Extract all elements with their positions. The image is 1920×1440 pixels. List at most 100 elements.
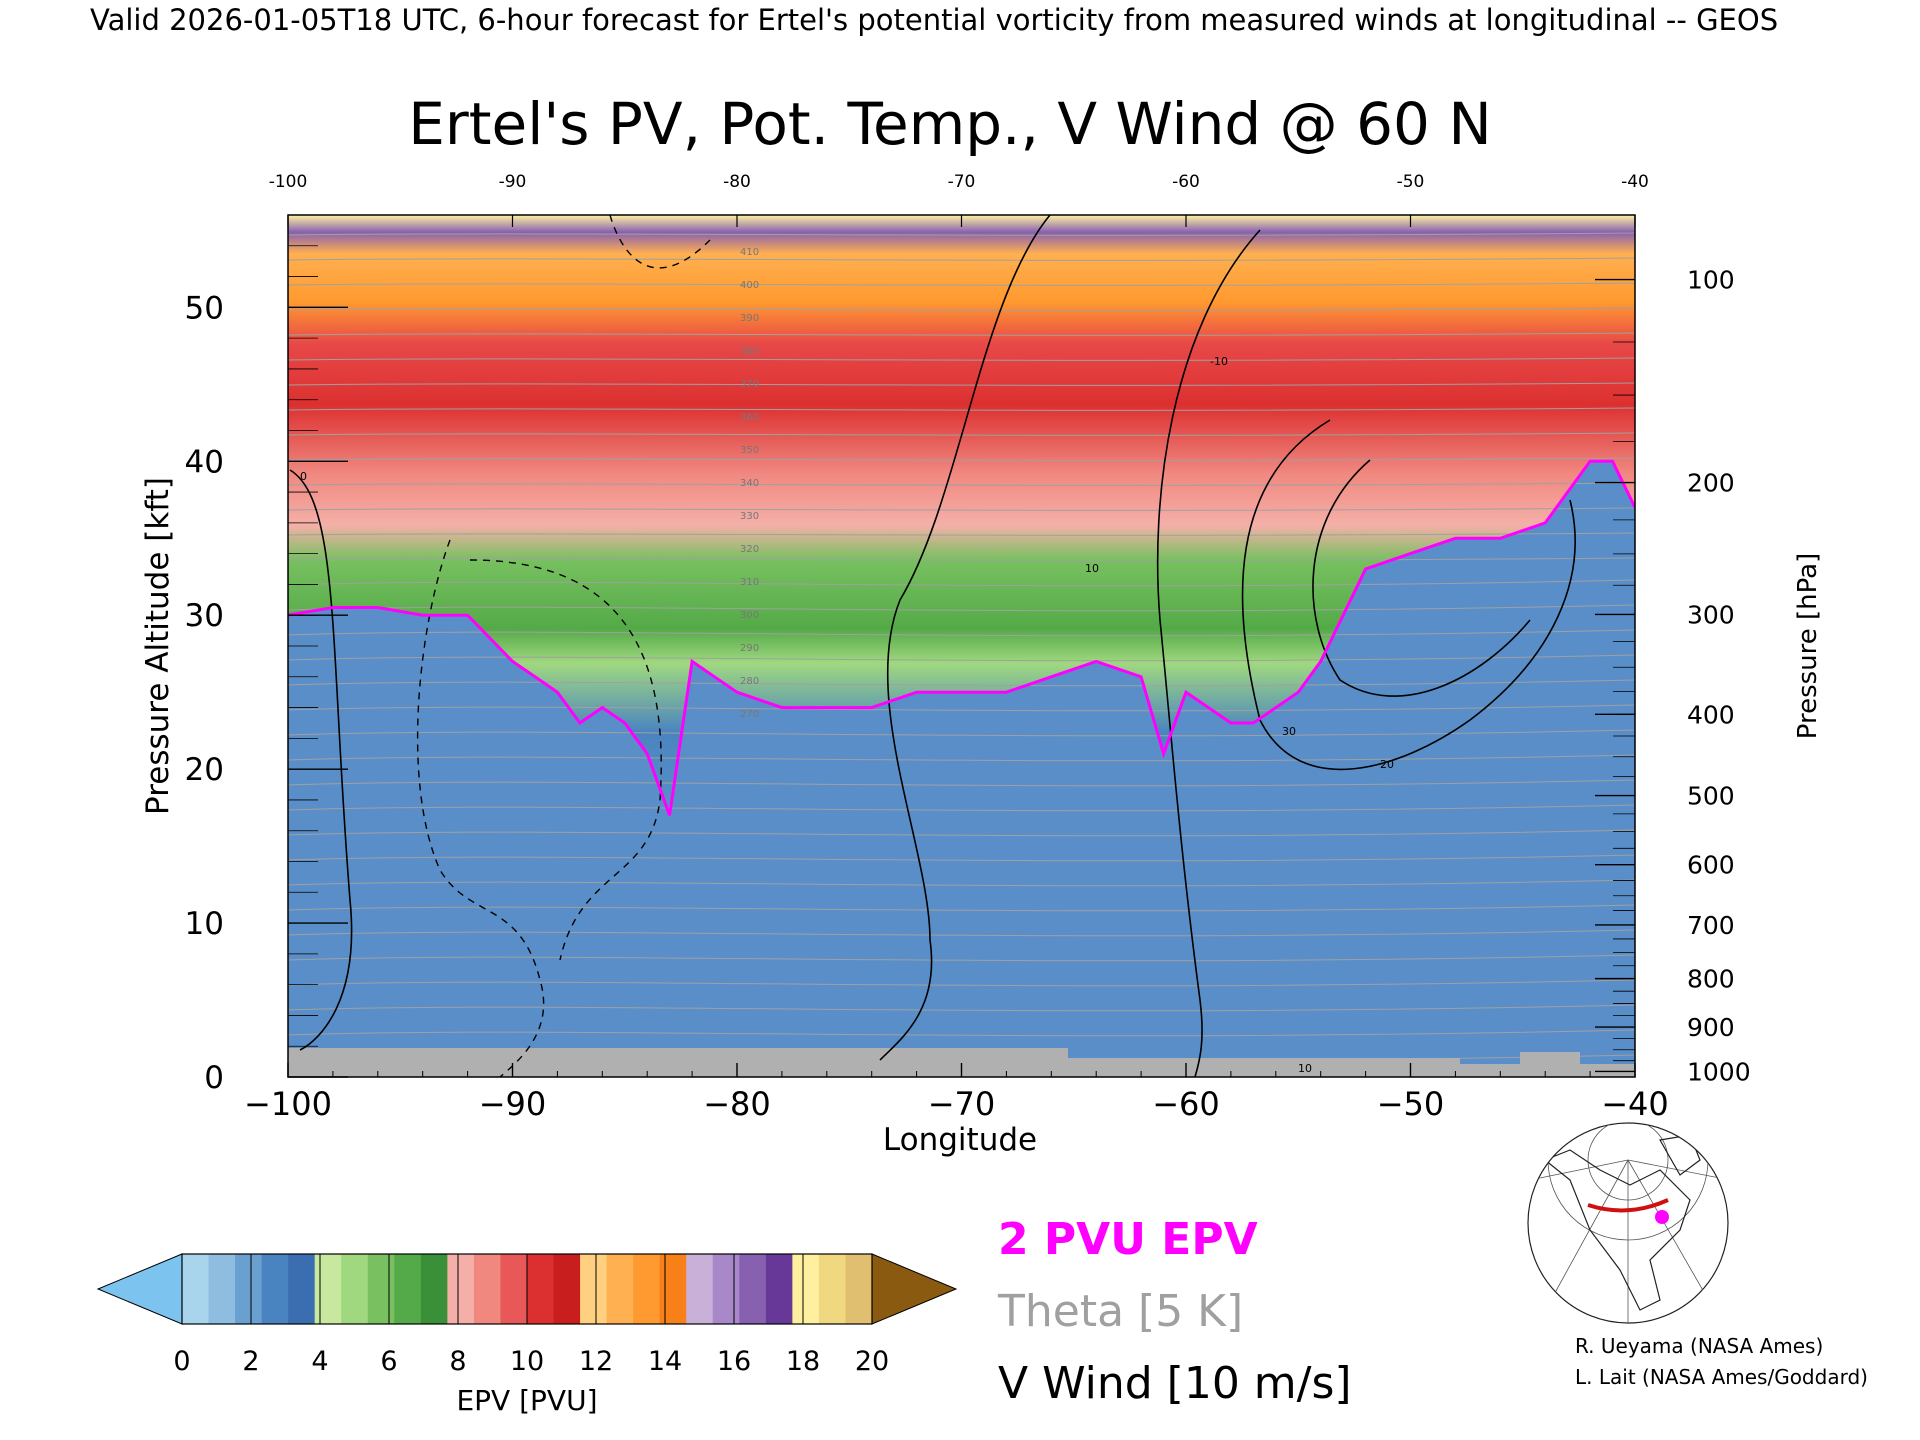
plot-area: 4104003903803703603503403303203103002902… (185, 172, 1751, 1123)
theta-label: 300 (740, 610, 759, 621)
v-wind-contour (1241, 419, 1576, 771)
theta-line (288, 357, 1635, 361)
theta-label: 370 (740, 379, 759, 390)
chart-title: Ertel's PV, Pot. Temp., V Wind @ 60 N (408, 90, 1491, 158)
pressure-tick-label: 300 (1687, 600, 1735, 629)
v-wind-contour-negative (609, 215, 711, 269)
colorbar-swatch (739, 1254, 767, 1324)
colorbar-swatch (606, 1254, 634, 1324)
x-tick-label: −80 (703, 1085, 771, 1123)
pressure-tick-label: 700 (1687, 911, 1735, 940)
colorbar-tick-label: 16 (717, 1346, 751, 1377)
theta-line (288, 457, 1635, 461)
colorbar-swatch (818, 1254, 846, 1324)
y2-axis-label: Pressure [hPa] (1793, 553, 1823, 740)
colorbar-swatch (580, 1254, 608, 1324)
theta-line (288, 804, 1635, 812)
colorbar-swatch (235, 1254, 263, 1324)
theta-line (288, 332, 1635, 336)
y-axis-right-pressure: 100 200 300 400 500 600 700 800 900 1000 (1595, 266, 1751, 1086)
colorbar-swatch (765, 1254, 793, 1324)
colorbar-over-arrow (871, 1253, 958, 1325)
colorbar-swatch (394, 1254, 422, 1324)
map-cross-section-line (1587, 1198, 1669, 1213)
theta-line (288, 829, 1635, 837)
theta-line (288, 382, 1635, 386)
colorbar-swatch (712, 1254, 740, 1324)
v-wind-label: 20 (1380, 758, 1394, 771)
theta-line (288, 532, 1635, 536)
theta-label: 270 (740, 709, 759, 720)
theta-line (288, 307, 1635, 311)
legend: 2 PVU EPV Theta [5 K] V Wind [10 m/s] (997, 1214, 1352, 1409)
theta-line (288, 979, 1635, 987)
valid-line: Valid 2026-01-05T18 UTC, 6-hour forecast… (90, 3, 1778, 37)
v-wind-contour (1156, 229, 1261, 1077)
colorbar-swatch (686, 1254, 714, 1324)
theta-label: 410 (740, 247, 759, 258)
top-tick-label: -80 (723, 172, 751, 192)
theta-label: 320 (740, 544, 759, 555)
y-axis-label: Pressure Altitude [kft] (140, 477, 176, 815)
theta-line (288, 407, 1635, 411)
theta-line (288, 507, 1635, 511)
colorbar-label: EPV [PVU] (456, 1384, 597, 1417)
colorbar-swatch (314, 1254, 342, 1324)
theta-line (288, 654, 1635, 662)
theta-line (288, 904, 1635, 912)
colorbar-under-arrow (96, 1253, 183, 1325)
colorbar-swatch (633, 1254, 661, 1324)
y-tick-label: 10 (185, 906, 224, 942)
theta-line (288, 557, 1635, 561)
theta-line (288, 854, 1635, 862)
colorbar-tick-label: 18 (786, 1346, 820, 1377)
theta-line (288, 704, 1635, 712)
colorbar-swatch (845, 1254, 873, 1324)
theta-line (288, 729, 1635, 737)
theta-line (288, 1029, 1635, 1037)
theta-line (288, 257, 1635, 261)
y-tick-label: 40 (185, 444, 224, 480)
top-tick-label: -50 (1397, 172, 1425, 192)
colorbar-tick-label: 6 (380, 1346, 397, 1377)
v-wind-contour (1312, 459, 1531, 697)
theta-line (288, 629, 1635, 637)
pressure-tick-label: 400 (1687, 700, 1735, 729)
top-tick-label: -90 (499, 172, 527, 192)
colorbar-swatch (420, 1254, 448, 1324)
theta-line (288, 679, 1635, 687)
theta-label: 280 (740, 676, 759, 687)
theta-label: 380 (740, 346, 759, 357)
pressure-tick-label: 200 (1687, 469, 1735, 498)
legend-theta: Theta [5 K] (997, 1286, 1243, 1337)
top-tick-label: -70 (948, 172, 976, 192)
theta-line (288, 579, 1635, 587)
colorbar-swatch (447, 1254, 475, 1324)
pressure-tick-label: 600 (1687, 851, 1735, 880)
map-location-marker (1655, 1210, 1669, 1224)
theta-label: 330 (740, 511, 759, 522)
pressure-tick-label: 1000 (1687, 1057, 1751, 1086)
map-meridian (1529, 1159, 1629, 1181)
y-tick-label: 50 (185, 290, 224, 326)
colorbar-tick-label: 14 (648, 1346, 682, 1377)
legend-v-wind: V Wind [10 m/s] (998, 1358, 1352, 1409)
theta-label: 360 (740, 412, 759, 423)
colorbar-swatch (288, 1254, 316, 1324)
theta-line (288, 754, 1635, 762)
v-wind-label: 10 (1085, 562, 1099, 575)
ground-shape (288, 1048, 1635, 1077)
colorbar-tick-label: 10 (510, 1346, 544, 1377)
x-tick-label: −50 (1377, 1085, 1445, 1123)
v-wind-contour-negative (416, 539, 545, 1077)
theta-line (288, 879, 1635, 887)
colorbar-swatch (792, 1254, 820, 1324)
top-tick-label: -40 (1621, 172, 1649, 192)
colorbar-swatch (527, 1254, 555, 1324)
pressure-tick-label: 900 (1687, 1013, 1735, 1042)
colorbar-tick-label: 12 (579, 1346, 613, 1377)
theta-line (288, 482, 1635, 486)
theta-label: 340 (740, 478, 759, 489)
x-tick-label: −60 (1152, 1085, 1220, 1123)
theta-line (288, 779, 1635, 787)
